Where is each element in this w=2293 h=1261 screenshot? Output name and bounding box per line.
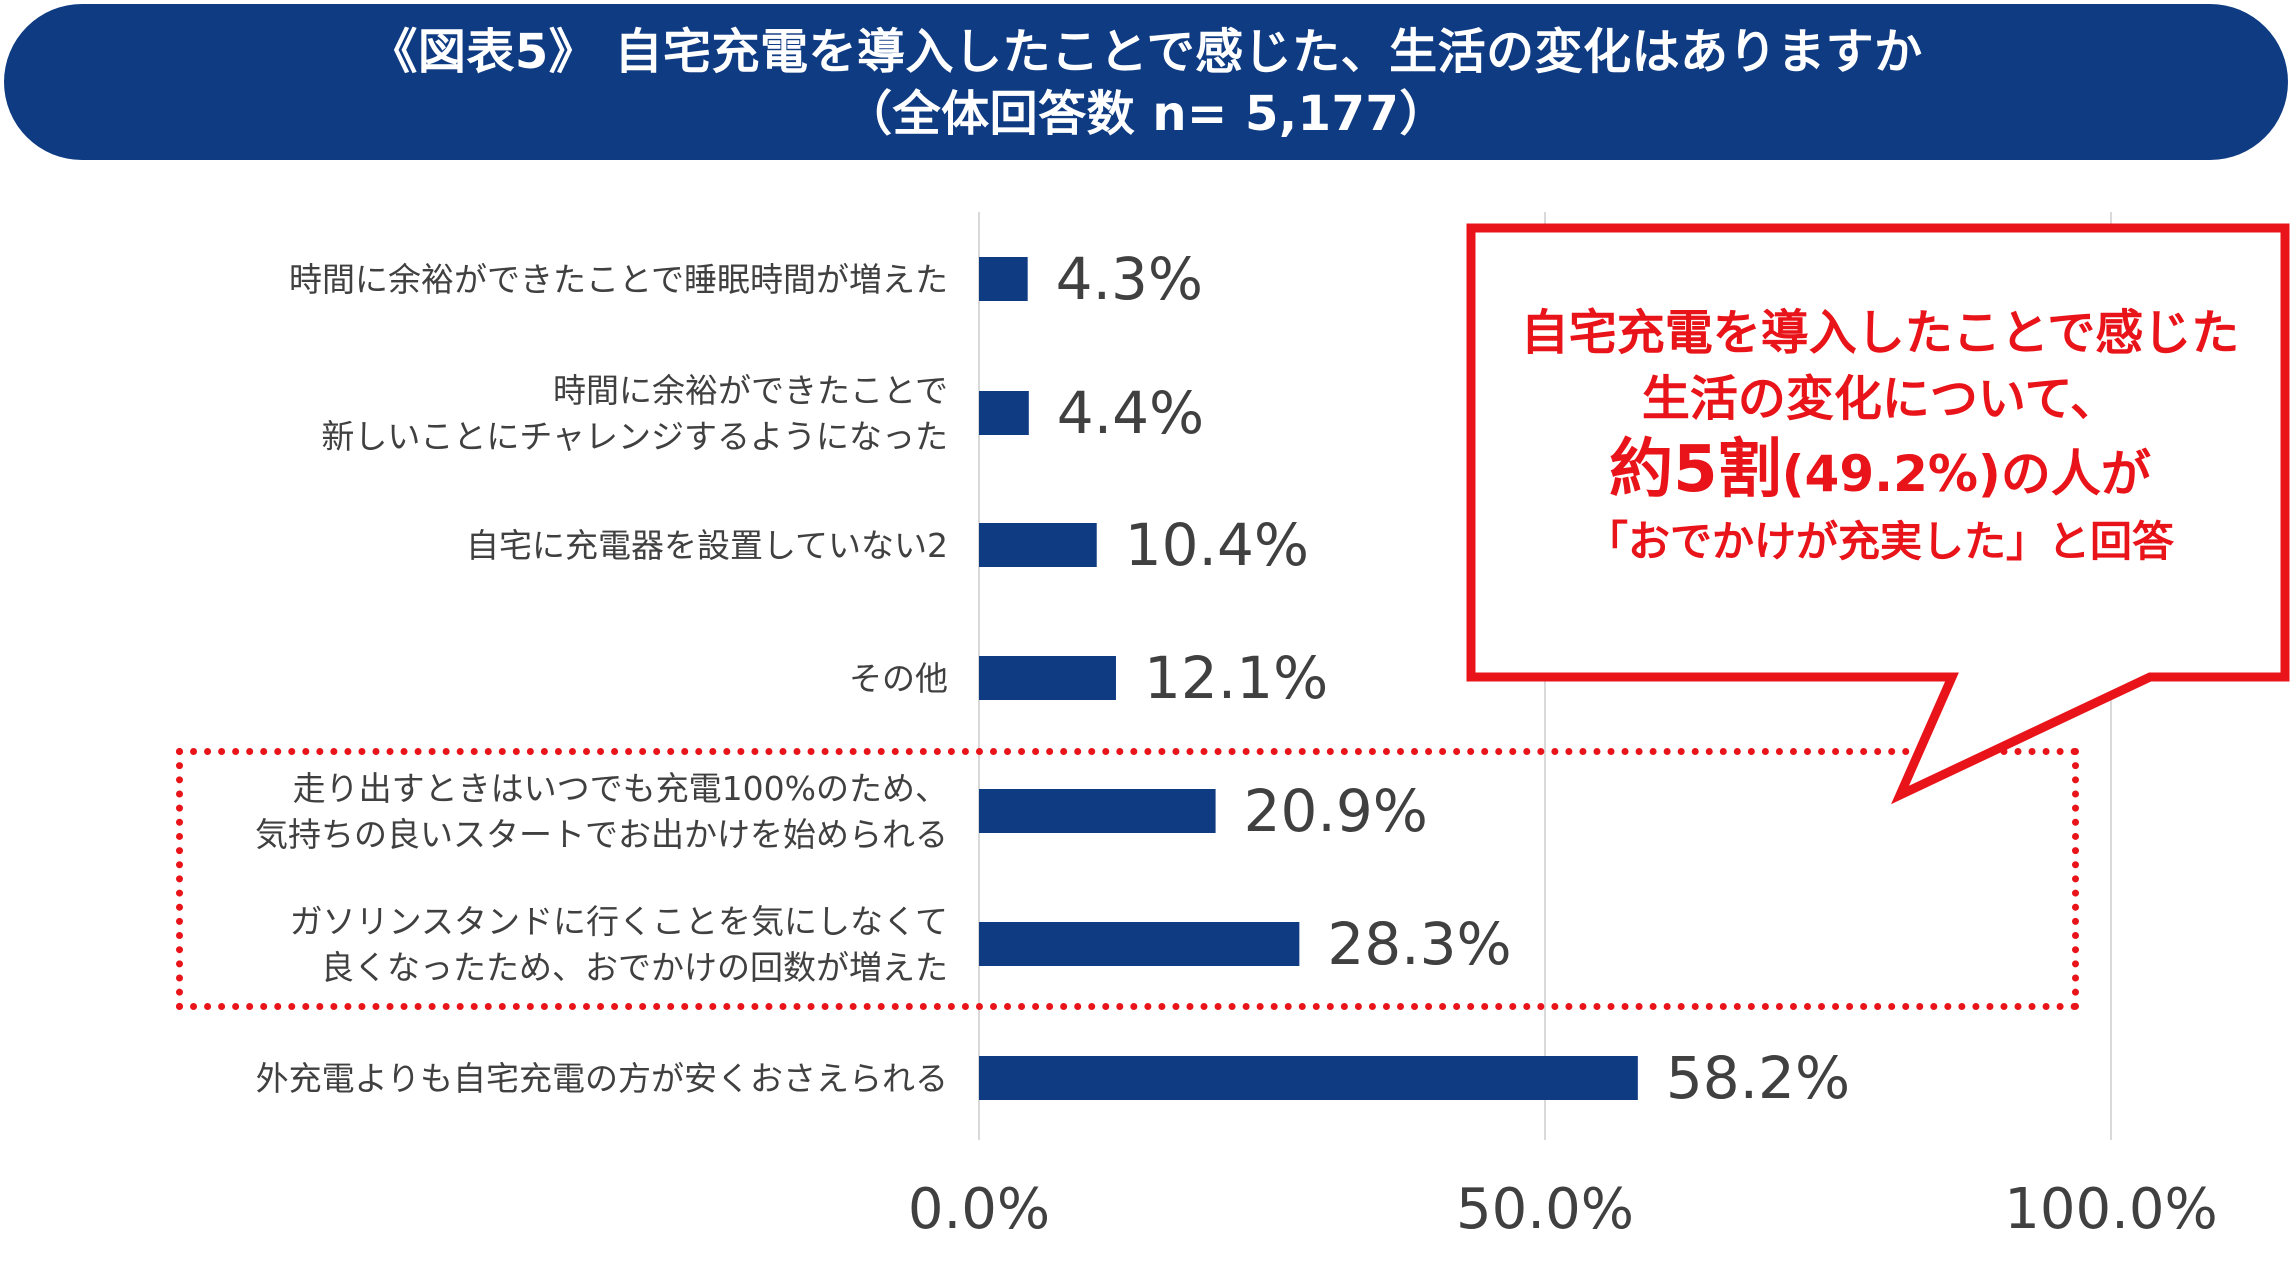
bar (979, 789, 1216, 833)
category-label: 外充電よりも自宅充電の方が安くおさえられる (256, 1059, 948, 1098)
title-banner: 《図表5》 自宅充電を導入したことで感じた、生活の変化はありますか （全体回答数… (4, 4, 2288, 160)
chart-subtitle: （全体回答数 n= 5,177） (844, 86, 1448, 142)
category-label: その他 (849, 659, 948, 698)
value-label: 58.2% (1666, 1044, 1850, 1112)
category-label: 新しいことにチャレンジするようになった (321, 417, 948, 456)
highlight-dotted-box (176, 748, 2079, 1010)
callout-percentage: (49.2%)の人が (1781, 445, 2151, 503)
callout-text: 自宅充電を導入したことで感じた 生活の変化について、 約5割(49.2%)の人が… (1475, 300, 2285, 572)
bar (979, 656, 1116, 700)
callout-line-4: 「おでかけが充実した」と回答 (1585, 517, 2174, 566)
bar (979, 257, 1028, 301)
value-label: 4.3% (1056, 245, 1203, 313)
category-label: 走り出すときはいつでも充電100%のため、 (293, 769, 948, 808)
bar (979, 1056, 1638, 1100)
bar (979, 391, 1029, 435)
category-label: 良くなったため、おでかけの回数が増えた (321, 948, 948, 987)
category-label: 時間に余裕ができたことで (553, 371, 948, 410)
category-label: 自宅に充電器を設置していない2 (466, 526, 948, 565)
callout-bubble-shape (1466, 223, 2290, 805)
category-label: 気持ちの良いスタートでお出かけを始められる (255, 815, 948, 854)
x-tick-label: 0.0% (908, 1177, 1050, 1242)
value-label: 28.3% (1327, 910, 1511, 978)
value-label: 20.9% (1244, 777, 1428, 845)
bar (979, 523, 1097, 567)
category-label: 時間に余裕ができたことで睡眠時間が増えた (289, 260, 948, 299)
value-label: 4.4% (1057, 379, 1204, 447)
value-label: 12.1% (1144, 644, 1328, 712)
callout-emphasis: 約5割 (1609, 433, 1782, 507)
x-tick-label: 50.0% (1456, 1177, 1634, 1242)
value-label: 10.4% (1125, 511, 1309, 579)
callout-line-1: 自宅充電を導入したことで感じた (1520, 305, 2240, 361)
category-label: ガソリンスタンドに行くことを気にしなくて (290, 902, 948, 941)
callout-line-3: 約5割(49.2%)の人が (1475, 432, 2285, 512)
x-tick-label: 100.0% (2004, 1177, 2218, 1242)
chart-title: 《図表5》 自宅充電を導入したことで感じた、生活の変化はありますか (369, 24, 1923, 80)
bar (979, 922, 1300, 966)
callout-line-2: 生活の変化について、 (1641, 371, 2119, 427)
